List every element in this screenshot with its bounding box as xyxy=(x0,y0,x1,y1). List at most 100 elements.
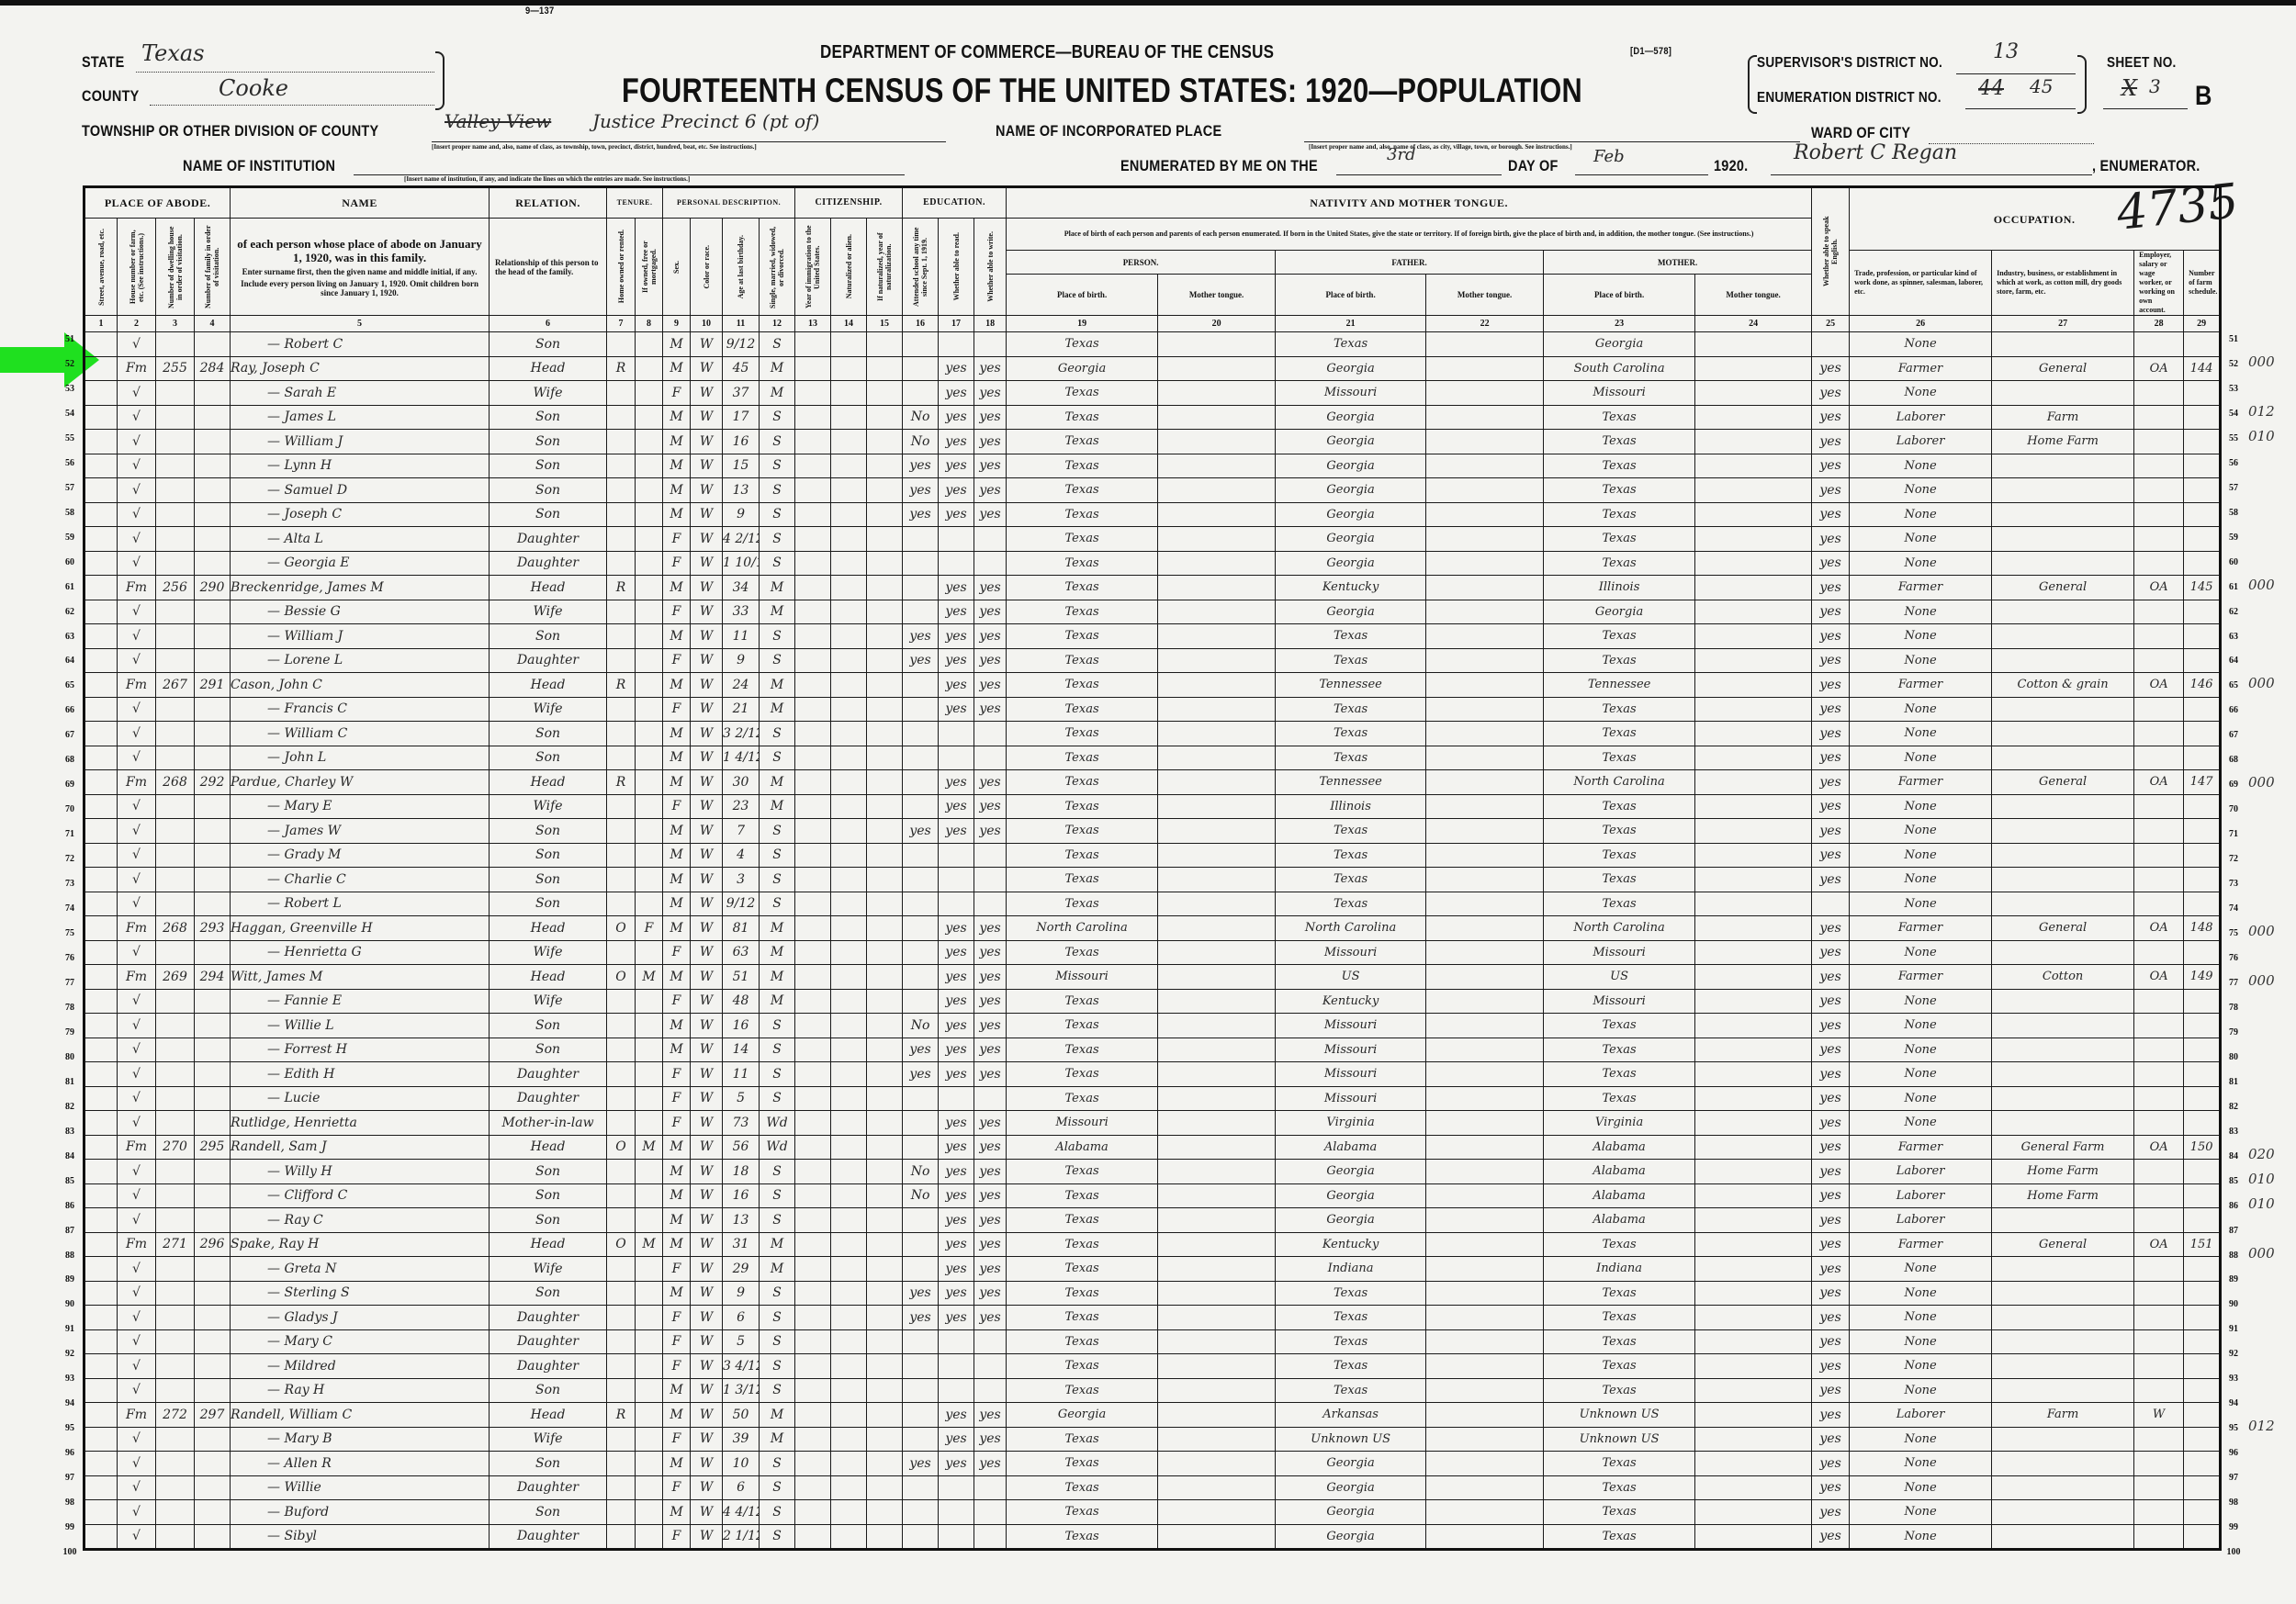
cell-father-mother-tongue xyxy=(1425,355,1545,381)
cell-birthplace: Texas xyxy=(1006,380,1159,406)
cell-mother-tongue xyxy=(1157,599,1277,624)
cell-write xyxy=(974,721,1007,746)
cell-home-owned xyxy=(606,647,636,673)
cell-read: yes xyxy=(938,1061,975,1087)
cell-name: Breckenridge, James M xyxy=(230,575,490,600)
cell-naturalization-year xyxy=(866,891,904,916)
cell-mother-birthplace: Indiana xyxy=(1543,1256,1696,1282)
cell-industry xyxy=(1991,721,2135,746)
cell-industry xyxy=(1991,1475,2135,1500)
line-number: 97 xyxy=(65,1473,74,1484)
cell-house: √ xyxy=(117,1523,156,1550)
cell-relation: Son xyxy=(489,623,608,649)
line-number: 77 xyxy=(65,977,74,988)
cell-school xyxy=(902,1523,940,1550)
cell-naturalization-year xyxy=(866,672,904,698)
cell-street xyxy=(84,1377,118,1403)
cell-street xyxy=(84,1061,118,1087)
cell-immigration xyxy=(794,988,832,1014)
line-number: 98 xyxy=(65,1497,74,1509)
county-field: Cooke xyxy=(150,75,434,106)
cell-industry xyxy=(1991,331,2135,357)
cell-mother-birthplace: Missouri xyxy=(1543,939,1696,965)
line-number: 69 xyxy=(65,780,74,791)
cell-dwelling xyxy=(155,1013,195,1038)
line-number: 89 xyxy=(65,1274,74,1285)
cell-family xyxy=(193,1426,231,1452)
cell-immigration xyxy=(794,891,832,916)
cell-farm-schedule xyxy=(2183,1499,2222,1525)
cell-class-of-worker xyxy=(2133,1523,2185,1550)
cell-home-owned xyxy=(606,599,636,624)
cell-naturalized xyxy=(830,939,868,965)
cell-home-owned xyxy=(606,550,636,576)
col-14-header: Naturalized or alien. xyxy=(830,218,868,316)
margin-code: 010 xyxy=(2248,1195,2275,1212)
cell-speaks-english xyxy=(1811,331,1851,357)
cell-home-owned xyxy=(606,988,636,1014)
col-12-header-text: Single, married, widowed, or divorced. xyxy=(769,225,786,308)
cell-family xyxy=(193,1329,231,1354)
cell-write: yes xyxy=(974,1402,1007,1428)
cell-occupation: None xyxy=(1849,453,1993,478)
cell-mother-birthplace: Texas xyxy=(1543,1037,1696,1062)
cell-name: — Henrietta G xyxy=(230,939,490,965)
cell-family: 290 xyxy=(193,575,231,600)
cell-read: yes xyxy=(938,404,975,430)
cell-read: yes xyxy=(938,769,975,795)
cell-read: yes xyxy=(938,1426,975,1452)
cell-home-owned xyxy=(606,1183,636,1208)
line-number: 59 xyxy=(65,532,74,543)
cell-speaks-english: yes xyxy=(1811,672,1851,698)
cell-industry xyxy=(1991,1110,2135,1136)
cell-house: √ xyxy=(117,696,156,722)
cell-school xyxy=(902,1256,940,1282)
cell-color: W xyxy=(690,1061,724,1087)
cell-name: — Forrest H xyxy=(230,1037,490,1062)
cell-sex: F xyxy=(662,1085,692,1111)
cell-father-mother-tongue xyxy=(1425,404,1545,430)
cell-mother-mother-tongue xyxy=(1694,623,1813,649)
cell-occupation: None xyxy=(1849,696,1993,722)
cell-father-birthplace: Georgia xyxy=(1275,1523,1427,1550)
cell-age: 9 xyxy=(722,1280,760,1306)
cell-name: Pardue, Charley W xyxy=(230,769,490,795)
cell-farm-schedule: 147 xyxy=(2183,769,2222,795)
cell-speaks-english: yes xyxy=(1811,647,1851,673)
cell-father-mother-tongue xyxy=(1425,526,1545,552)
cell-age: 10 xyxy=(722,1451,760,1476)
cell-birthplace: Missouri xyxy=(1006,964,1159,990)
cell-color: W xyxy=(690,915,724,941)
cell-industry xyxy=(1991,1207,2135,1233)
column-number-17: 17 xyxy=(938,315,975,332)
cell-occupation: None xyxy=(1849,331,1993,357)
line-number: 62 xyxy=(65,606,74,617)
cell-mother-tongue xyxy=(1157,891,1277,916)
cell-immigration xyxy=(794,380,832,406)
cell-free-mortgaged xyxy=(635,429,664,454)
cell-dwelling xyxy=(155,696,195,722)
cell-mother-tongue xyxy=(1157,404,1277,430)
cell-name: — Mildred xyxy=(230,1353,490,1379)
cell-street xyxy=(84,745,118,770)
cell-farm-schedule xyxy=(2183,1305,2222,1330)
cell-write xyxy=(974,745,1007,770)
cell-age: 15 xyxy=(722,453,760,478)
cell-naturalization-year xyxy=(866,842,904,868)
cell-marital: M xyxy=(759,672,796,698)
cell-industry xyxy=(1991,939,2135,965)
col-7-header: Home owned or rented. xyxy=(606,218,636,316)
cell-school xyxy=(902,696,940,722)
cell-write: yes xyxy=(974,1305,1007,1330)
cell-relation: Wife xyxy=(489,988,608,1014)
cell-name: — Bessie G xyxy=(230,599,490,624)
cell-mother-birthplace: Georgia xyxy=(1543,331,1696,357)
cell-speaks-english: yes xyxy=(1811,1159,1851,1184)
cell-house: Fm xyxy=(117,1231,156,1257)
cell-marital: S xyxy=(759,891,796,916)
cell-marital: S xyxy=(759,623,796,649)
col-25-header-text: Whether able to speak English. xyxy=(1822,216,1840,287)
cell-industry xyxy=(1991,1061,2135,1087)
cell-free-mortgaged xyxy=(635,453,664,478)
